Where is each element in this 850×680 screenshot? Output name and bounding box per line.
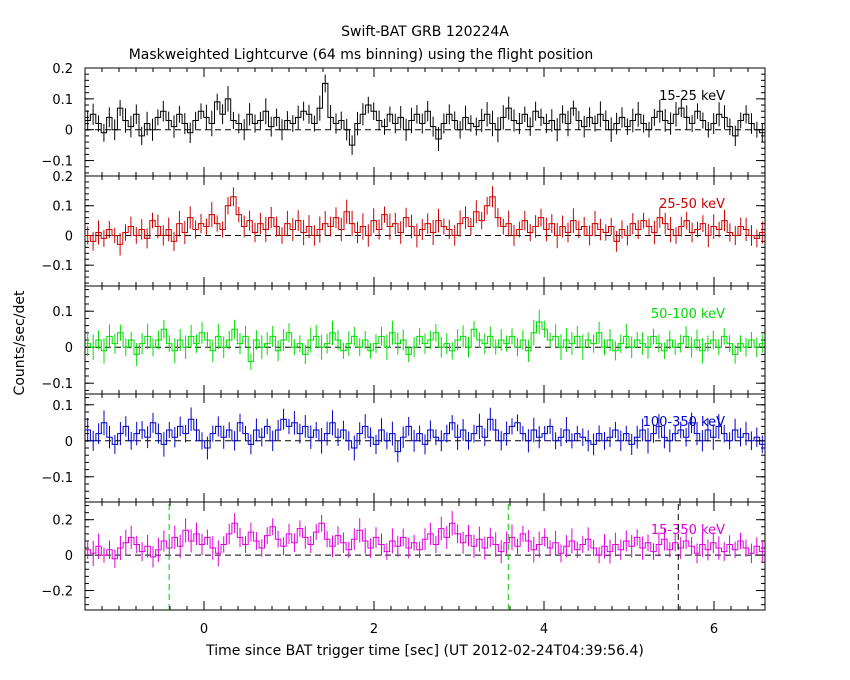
- y-tick-label: 0.1: [52, 399, 73, 414]
- x-tick-label: 2: [370, 622, 378, 637]
- y-tick-label: −0.1: [41, 377, 73, 392]
- y-tick-label: 0.2: [52, 170, 73, 185]
- series-line: [85, 196, 765, 245]
- panel-frame: [84, 501, 766, 611]
- x-axis-label: Time since BAT trigger time [sec] (UT 20…: [205, 643, 644, 659]
- y-tick-label: 0.2: [52, 514, 73, 529]
- y-tick-label: −0.2: [41, 585, 73, 600]
- chart-title: Swift-BAT GRB 120224A: [341, 24, 509, 40]
- band-label: 25-50 keV: [659, 197, 725, 212]
- series-line: [85, 82, 765, 146]
- band-label: 15-25 keV: [659, 89, 725, 104]
- y-tick-label: 0.1: [52, 200, 73, 215]
- y-tick-label: 0.1: [52, 93, 73, 108]
- panel-3: −0.1 0 0.1 50-100 keV: [41, 285, 766, 395]
- panel-2: −0.1 0 0.1 0.2 25-50 keV: [41, 170, 766, 287]
- y-tick-label: 0: [65, 124, 73, 139]
- panels-group: −0.1 0 0.1 0.2 15-25 keV −0.1 0 0.1 0.2 25-50 keV…: [41, 62, 766, 637]
- y-tick-label: 0: [65, 549, 73, 564]
- chart-subtitle: Maskweighted Lightcurve (64 ms binning) …: [129, 47, 594, 63]
- band-label: 50-100 keV: [651, 307, 725, 322]
- x-tick-label: 6: [710, 622, 718, 637]
- y-tick-label: 0.2: [52, 62, 73, 77]
- y-tick-label: 0: [65, 341, 73, 356]
- x-tick-label: 4: [540, 622, 548, 637]
- y-tick-label: −0.1: [41, 259, 73, 274]
- y-tick-label: 0: [65, 435, 73, 450]
- y-tick-label: −0.1: [41, 155, 73, 170]
- y-tick-label: 0.1: [52, 305, 73, 320]
- y-axis-label: Counts/sec/det: [12, 290, 28, 395]
- y-tick-label: 0: [65, 229, 73, 244]
- panel-4: −0.1 0 0.1 100-350 keV: [41, 393, 766, 503]
- panel-5: −0.2 0 0.2 15-350 keV: [41, 501, 766, 611]
- y-tick-label: −0.1: [41, 471, 73, 486]
- band-label: 15-350 keV: [651, 523, 725, 538]
- x-tick-label: 0: [200, 622, 208, 637]
- panel-1: −0.1 0 0.1 0.2 15-25 keV: [41, 62, 766, 177]
- band-label: 100-350 keV: [643, 415, 726, 430]
